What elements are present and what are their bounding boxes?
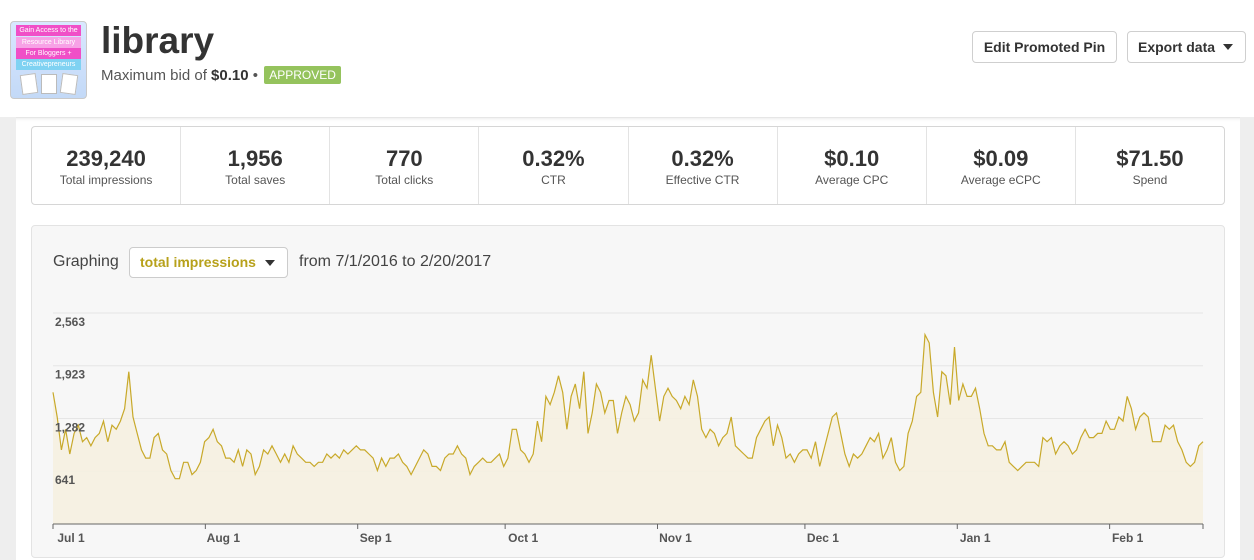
stat-label: Total clicks [375,173,434,187]
stat-average-cpc: $0.10 Average CPC [778,127,927,204]
edit-promoted-pin-button[interactable]: Edit Promoted Pin [972,31,1117,63]
status-badge: APPROVED [264,66,341,84]
bullet-separator: • [252,67,259,84]
x-tick-label: Oct 1 [508,531,538,545]
left-gutter [0,117,16,560]
stat-total-impressions: 239,240 Total impressions [32,127,182,204]
stat-value: 239,240 [66,146,146,171]
stat-value: $0.09 [973,146,1029,171]
stat-value: $71.50 [1116,146,1184,171]
paper-icon [41,74,57,94]
stat-label: Average eCPC [960,173,1041,187]
bid-value: $0.10 [211,67,249,84]
graphing-label: Graphing [53,253,119,270]
bid-prefix: Maximum bid of [101,67,207,84]
stat-label: Effective CTR [665,173,740,187]
thumbnail-line: For Bloggers + [16,48,81,59]
stat-value: 0.32% [671,146,734,171]
stat-total-clicks: 770 Total clicks [330,127,480,204]
stat-label: CTR [541,173,566,187]
metric-select-value: total impressions [140,254,256,270]
scrollbar-track[interactable] [1240,117,1254,560]
y-axis-ticks: 641 1,282 1,923 2,563 [55,315,85,487]
stat-label: Total impressions [59,173,153,187]
date-range: from 7/1/2016 to 2/20/2017 [299,253,492,270]
stat-value: 770 [385,146,423,171]
stat-label: Total saves [225,173,286,187]
thumbnail-line: Resource Library [16,37,81,48]
x-tick-label: Jan 1 [960,531,991,545]
y-tick-label: 2,563 [55,315,85,329]
x-tick-label: Jul 1 [57,531,85,545]
y-tick-label: 641 [55,473,75,487]
x-tick-label: Dec 1 [807,531,839,545]
stat-effective-ctr: 0.32% Effective CTR [629,127,778,204]
metric-select[interactable]: total impressions [129,247,288,278]
thumbnail-line: Creativepreneurs [16,59,81,70]
x-tick-label: Sep 1 [360,531,392,545]
stat-spend: $71.50 Spend [1076,127,1224,204]
pin-thumbnail[interactable]: Gain Access to the Resource Library For … [10,21,87,99]
caret-down-icon [1223,44,1234,50]
impressions-line [52,332,1204,480]
x-tick-label: Feb 1 [1112,531,1144,545]
stat-value: 0.32% [522,146,585,171]
thumbnail-line: Gain Access to the [16,25,81,36]
y-tick-label: 1,282 [55,420,85,434]
stat-total-saves: 1,956 Total saves [181,127,331,204]
x-axis-ticks: Jul 1 Aug 1 Sep 1 Oct 1 Nov 1 Dec 1 Jan 1 Feb 1 [52,524,1204,545]
stats-summary: 239,240 Total impressions 1,956 Total sa… [31,126,1225,205]
bid-info: Maximum bid of $0.10 • APPROVED [101,66,341,86]
stat-label: Average CPC [815,173,889,187]
pin-header: Gain Access to the Resource Library For … [0,0,1254,118]
stat-label: Spend [1132,173,1168,187]
export-data-label: Export data [1138,39,1216,55]
y-tick-label: 1,923 [55,368,85,382]
impressions-area [53,334,1203,524]
export-data-button[interactable]: Export data [1127,31,1246,63]
stat-ctr: 0.32% CTR [479,127,629,204]
stat-value: 1,956 [227,146,283,171]
caret-down-icon [265,260,275,266]
page-title: library [101,20,215,61]
stat-average-ecpc: $0.09 Average eCPC [927,127,1076,204]
x-tick-label: Nov 1 [659,531,692,545]
x-tick-label: Aug 1 [207,531,241,545]
stat-value: $0.10 [824,146,880,171]
